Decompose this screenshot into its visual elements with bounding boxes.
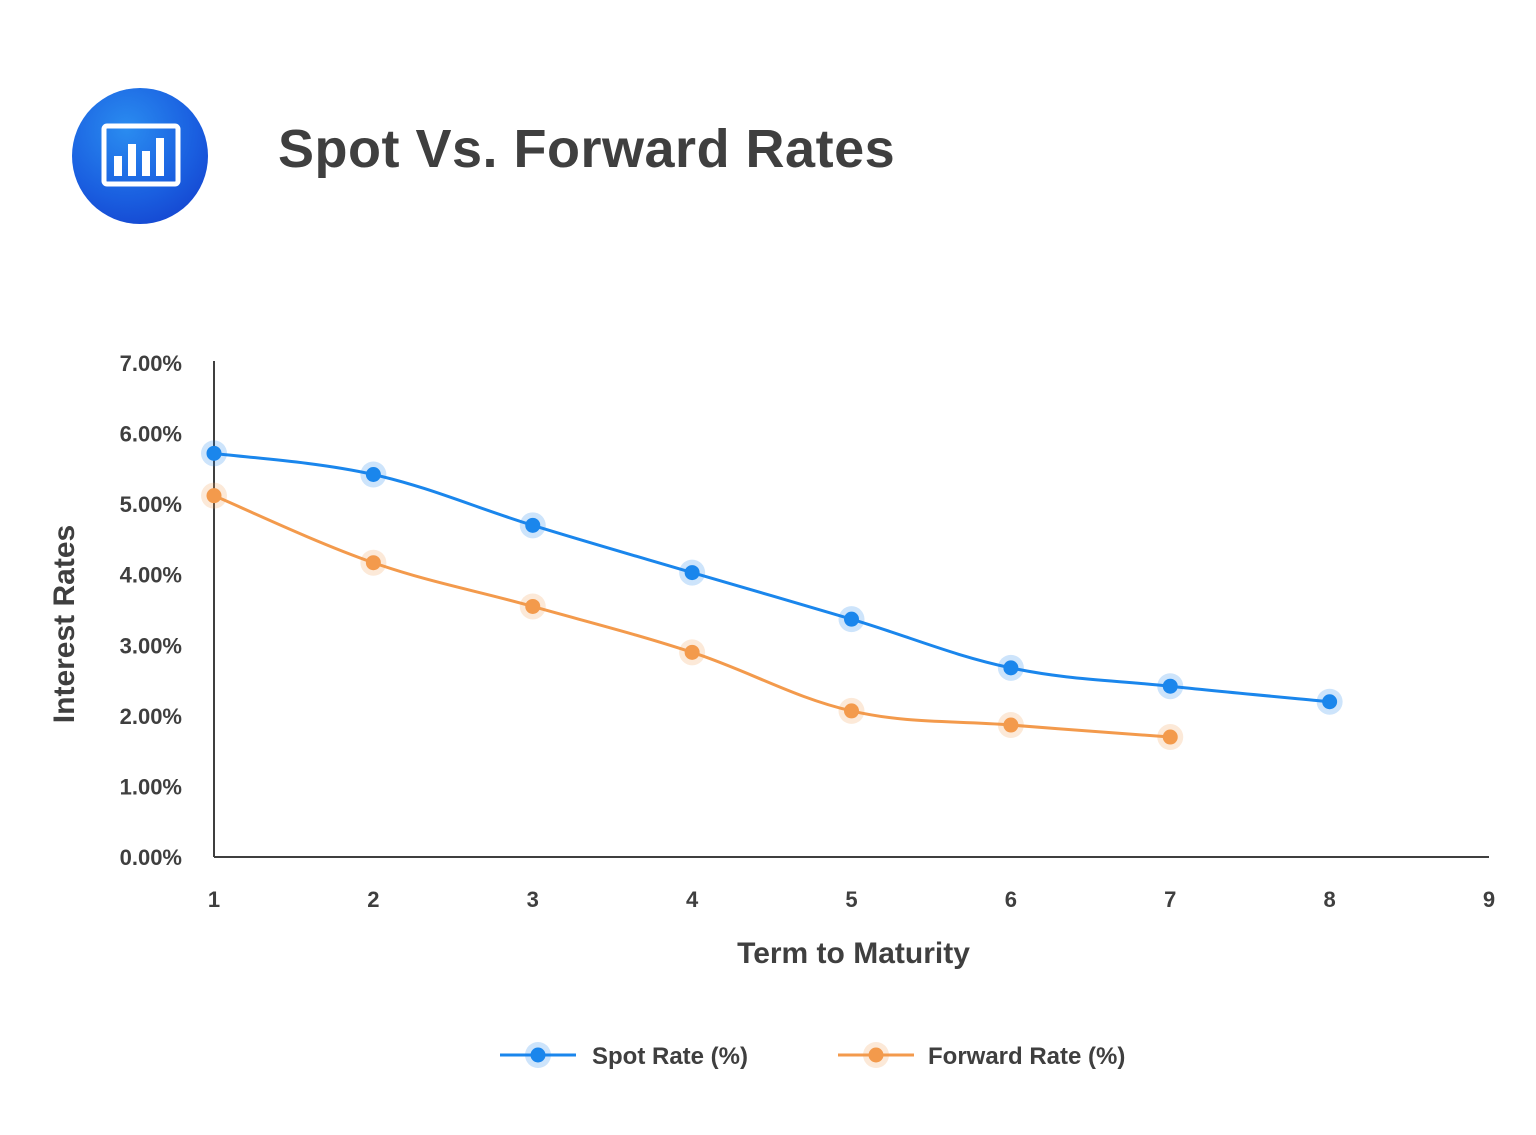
forward-rate-point: [1003, 717, 1019, 733]
spot-rate-point: [206, 445, 222, 461]
chart-app-icon: [72, 88, 208, 224]
spot-rate-point: [1162, 678, 1178, 694]
x-tick-label: 3: [527, 887, 539, 912]
spot-rate-point: [1003, 660, 1019, 676]
forward-rate-point: [365, 555, 381, 571]
x-tick-label: 4: [686, 887, 699, 912]
forward-rate-point: [684, 644, 700, 660]
spot-rate-point: [525, 517, 541, 533]
x-tick-label: 1: [208, 887, 220, 912]
forward-rate-point: [206, 488, 222, 504]
y-axis-title: Interest Rates: [48, 525, 81, 723]
forward-rate-point: [525, 598, 541, 614]
spot-rate-point: [1322, 694, 1338, 710]
x-tick-label: 2: [367, 887, 379, 912]
y-tick-label: 7.00%: [120, 351, 182, 376]
spot-legend-label: Spot Rate (%): [592, 1043, 748, 1070]
y-tick-label: 4.00%: [120, 563, 182, 588]
x-axis-title: Term to Maturity: [737, 937, 970, 970]
x-tick-label: 9: [1483, 887, 1495, 912]
bar-chart-icon: [101, 123, 181, 187]
forward-rate-point: [1162, 729, 1178, 745]
x-tick-label: 6: [1005, 887, 1017, 912]
y-tick-label: 0.00%: [120, 845, 182, 870]
spot-legend-marker: [530, 1047, 546, 1063]
x-tick-label: 7: [1164, 887, 1176, 912]
y-tick-label: 3.00%: [120, 633, 182, 658]
forward-legend-marker: [868, 1047, 884, 1063]
spot-rate-line: [212, 451, 1332, 704]
y-tick-label: 6.00%: [120, 422, 182, 447]
x-tick-label: 8: [1324, 887, 1336, 912]
y-tick-label: 2.00%: [120, 704, 182, 729]
spot-rate-point: [684, 565, 700, 581]
spot-rate-point: [844, 611, 859, 627]
spot-rate-point: [365, 467, 381, 483]
forward-rate-line: [212, 494, 1172, 739]
forward-legend-label: Forward Rate (%): [928, 1043, 1125, 1070]
y-tick-label: 1.00%: [120, 774, 182, 799]
y-tick-label: 5.00%: [120, 492, 182, 517]
page-title: Spot Vs. Forward Rates: [278, 119, 896, 179]
forward-rate-point: [844, 703, 859, 719]
x-tick-label: 5: [845, 887, 857, 912]
